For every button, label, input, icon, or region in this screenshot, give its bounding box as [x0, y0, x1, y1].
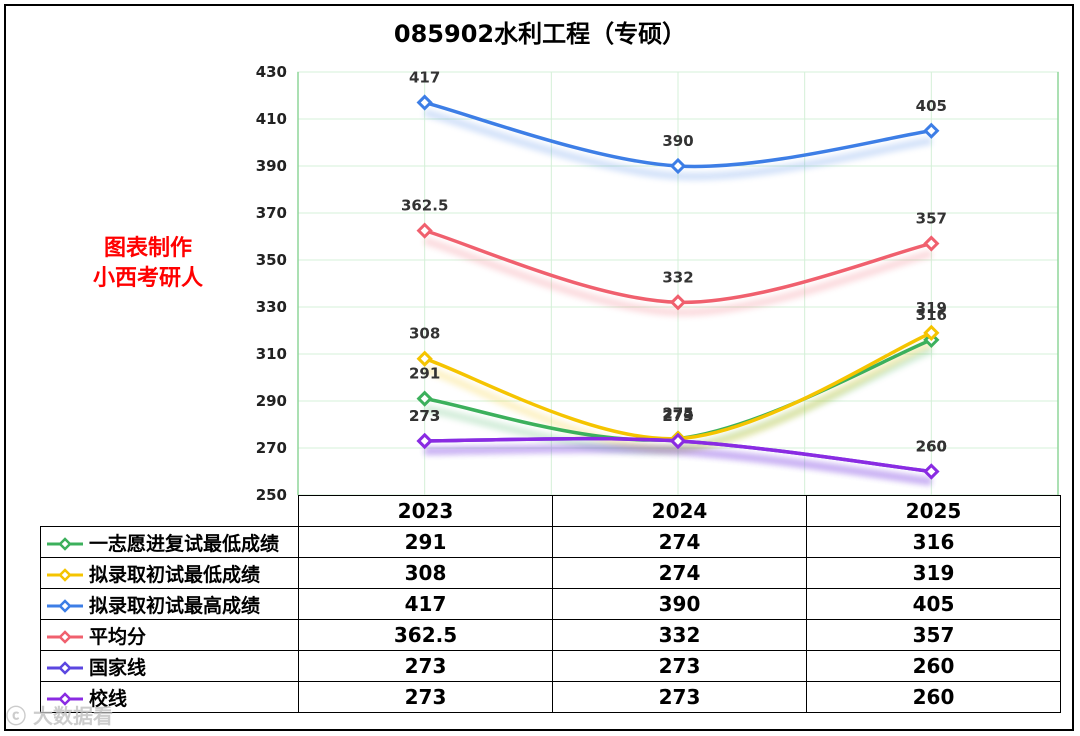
- table-row: 拟录取初试最高成绩 417 390 405: [40, 588, 1061, 620]
- y-tick-label: 290: [256, 392, 287, 410]
- legend-marker-icon: [47, 630, 83, 644]
- table-cell: 273: [552, 650, 807, 682]
- legend-label: 平均分: [89, 625, 147, 648]
- data-point-marker: [923, 463, 940, 480]
- watermark-line-1: 图表制作: [103, 236, 192, 261]
- table-row: 平均分 362.5 332 357: [40, 619, 1061, 651]
- legend-label: 校线: [89, 687, 128, 710]
- y-tick-label: 390: [256, 157, 287, 175]
- table-row: 拟录取初试最低成绩 308 274 319: [40, 557, 1061, 589]
- data-point-marker: [923, 122, 940, 139]
- data-label: 273: [662, 407, 693, 425]
- table-cell: 291: [298, 526, 553, 558]
- data-table: 2023 2024 2025 一志愿进复试最低成绩 291 274 316 拟录取初试最低成绩…: [40, 495, 1061, 713]
- data-label: 291: [409, 365, 440, 383]
- logo-watermark: ⓒ 大数据看: [6, 704, 113, 728]
- data-label: 275: [662, 405, 693, 423]
- table-cell: 260: [806, 681, 1061, 713]
- watermark-line-2: 小西考研人: [92, 266, 203, 291]
- column-header: 2023: [298, 495, 553, 527]
- data-label: 332: [662, 268, 693, 286]
- series-shadow-5: [424, 444, 932, 486]
- data-point-marker: [669, 294, 687, 311]
- table-cell: 274: [552, 526, 807, 558]
- data-point-marker: [416, 432, 433, 450]
- legend-label: 一志愿进复试最低成绩: [89, 532, 280, 555]
- y-tick-label: 270: [256, 439, 287, 457]
- table-cell: 316: [806, 526, 1061, 558]
- legend-marker-icon: [47, 537, 83, 551]
- legend-label: 拟录取初试最低成绩: [89, 563, 261, 586]
- table-cell: 273: [552, 681, 807, 713]
- y-tick-label: 310: [256, 345, 287, 363]
- table-cell: 308: [298, 557, 553, 589]
- data-point-marker: [923, 235, 940, 252]
- y-tick-label: 410: [256, 110, 287, 128]
- row-legend-cell: 平均分: [40, 619, 299, 651]
- table-header-row: 2023 2024 2025: [40, 495, 1061, 527]
- table-cell: 417: [298, 588, 553, 620]
- data-label: 405: [916, 97, 947, 115]
- table-cell: 273: [298, 650, 553, 682]
- row-legend-cell: 拟录取初试最高成绩: [40, 588, 299, 620]
- table-cell: 260: [806, 650, 1061, 682]
- legend-marker-icon: [47, 692, 83, 706]
- series-shadow-2: [423, 108, 932, 181]
- y-tick-label: 370: [256, 204, 287, 222]
- data-point-marker: [669, 432, 687, 450]
- data-point-marker: [669, 157, 687, 175]
- legend-label: 拟录取初试最高成绩: [89, 594, 261, 617]
- table-cell: 273: [298, 681, 553, 713]
- table-cell: 405: [806, 588, 1061, 620]
- table-corner-cell: [40, 495, 299, 527]
- data-label: 362.5: [401, 197, 448, 215]
- data-label: 316: [916, 306, 947, 324]
- table-row: 国家线 273 273 260: [40, 650, 1061, 682]
- column-header: 2024: [552, 495, 807, 527]
- data-label: 273: [409, 407, 440, 425]
- legend-marker-icon: [47, 661, 83, 675]
- data-point-marker: [416, 222, 433, 239]
- table-cell: 332: [552, 619, 807, 651]
- column-header: 2025: [806, 495, 1061, 527]
- data-label: 390: [662, 132, 693, 150]
- legend-marker-icon: [47, 568, 83, 582]
- data-point-marker: [416, 94, 433, 111]
- y-tick-label: 350: [256, 251, 287, 269]
- watermark-text: 图表制作 小西考研人: [58, 234, 238, 294]
- table-row: 校线 273 273 260: [40, 681, 1061, 713]
- data-label: 274: [662, 405, 693, 423]
- data-label: 260: [916, 438, 947, 456]
- table-cell: 357: [806, 619, 1061, 651]
- table-row: 一志愿进复试最低成绩 291 274 316: [40, 526, 1061, 558]
- chart-title: 085902水利工程（专硕）: [393, 20, 687, 48]
- data-label: 357: [916, 210, 947, 228]
- data-point-marker: [416, 390, 433, 407]
- data-label: 308: [409, 325, 440, 343]
- table-cell: 319: [806, 557, 1061, 589]
- series-shadow-3: [423, 236, 933, 317]
- data-point-marker: [416, 350, 433, 367]
- y-tick-label: 430: [256, 63, 287, 81]
- y-tick-label: 330: [256, 298, 287, 316]
- row-legend-cell: 国家线: [40, 650, 299, 682]
- data-point-marker: [923, 324, 940, 341]
- data-label: 417: [409, 69, 440, 87]
- row-legend-cell: 拟录取初试最低成绩: [40, 557, 299, 589]
- table-cell: 362.5: [298, 619, 553, 651]
- table-cell: 274: [552, 557, 807, 589]
- data-label: 319: [916, 299, 947, 317]
- legend-marker-icon: [47, 599, 83, 613]
- data-label: 260: [916, 438, 947, 456]
- data-label: 273: [662, 407, 693, 425]
- table-cell: 390: [552, 588, 807, 620]
- legend-label: 国家线: [89, 656, 147, 679]
- row-legend-cell: 一志愿进复试最低成绩: [40, 526, 299, 558]
- data-label: 273: [409, 407, 440, 425]
